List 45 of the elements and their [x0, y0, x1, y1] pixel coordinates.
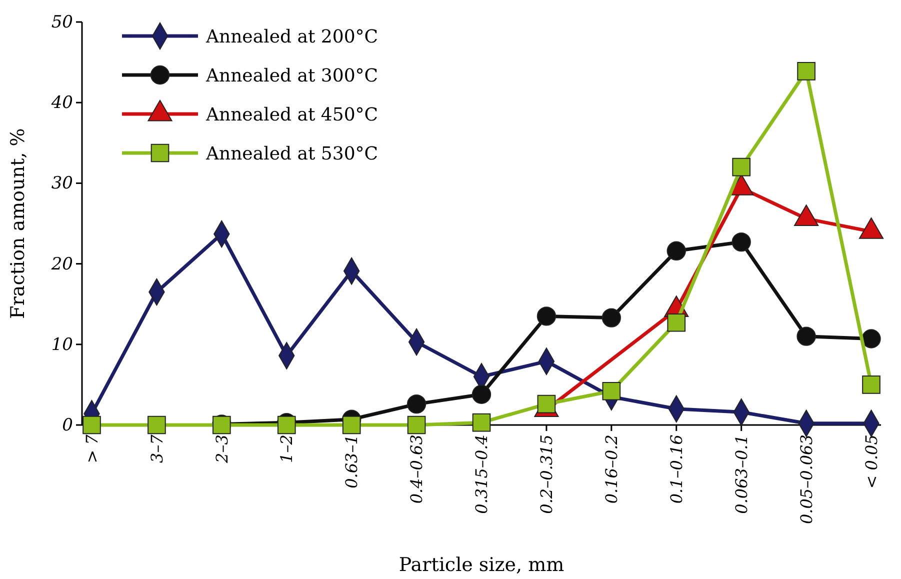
point [602, 382, 621, 400]
x-tick-label: 0.16–0.2 [602, 434, 622, 504]
y-tick-label: 50 [51, 12, 74, 32]
legend-label: Annealed at 300°C [205, 65, 378, 86]
point [732, 232, 751, 252]
point [602, 308, 622, 328]
point [667, 313, 686, 332]
point [797, 62, 816, 80]
point [82, 416, 101, 434]
y-tick-label: 10 [51, 334, 74, 355]
x-tick-label: > 7 [82, 434, 102, 464]
y-tick-label: 0 [62, 415, 74, 436]
point [732, 158, 750, 176]
point [796, 326, 816, 346]
legend-label: Annealed at 200°C [205, 26, 378, 48]
x-tick-label: 1–2 [277, 434, 296, 463]
x-tick-label: 0.4–0.63 [407, 434, 426, 504]
x-tick-label: 0.05–0.063 [796, 434, 816, 524]
legend-label: Annealed at 530°C [205, 143, 378, 164]
point [407, 416, 426, 434]
y-tick-label: 30 [51, 174, 74, 194]
x-tick-label: 0.315–0.4 [472, 434, 492, 514]
point [862, 329, 881, 348]
x-tick-label: 3–7 [147, 434, 166, 463]
point [472, 384, 492, 404]
point [536, 306, 556, 326]
x-tick-label: 0.2–0.315 [537, 434, 556, 514]
x-tick-label: < 0.05 [862, 434, 881, 489]
point [277, 416, 296, 434]
y-axis-title: Fraction amount, % [7, 128, 29, 319]
point [472, 413, 491, 432]
x-tick-label: 0.63–1 [342, 434, 362, 488]
x-axis-title: Particle size, mm [398, 554, 564, 576]
x-tick-label: 0.063–0.1 [732, 434, 751, 514]
point [862, 376, 880, 394]
y-tick-label: 20 [50, 254, 74, 274]
x-tick-label: 0.1–0.16 [666, 434, 686, 504]
point [148, 416, 166, 434]
point [537, 394, 556, 414]
point [406, 394, 426, 414]
legend-label: Annealed at 450°C [205, 104, 378, 126]
x-tick-label: 2–3 [212, 434, 232, 464]
point [666, 241, 686, 260]
point [342, 416, 361, 434]
y-tick-label: 40 [50, 93, 74, 114]
